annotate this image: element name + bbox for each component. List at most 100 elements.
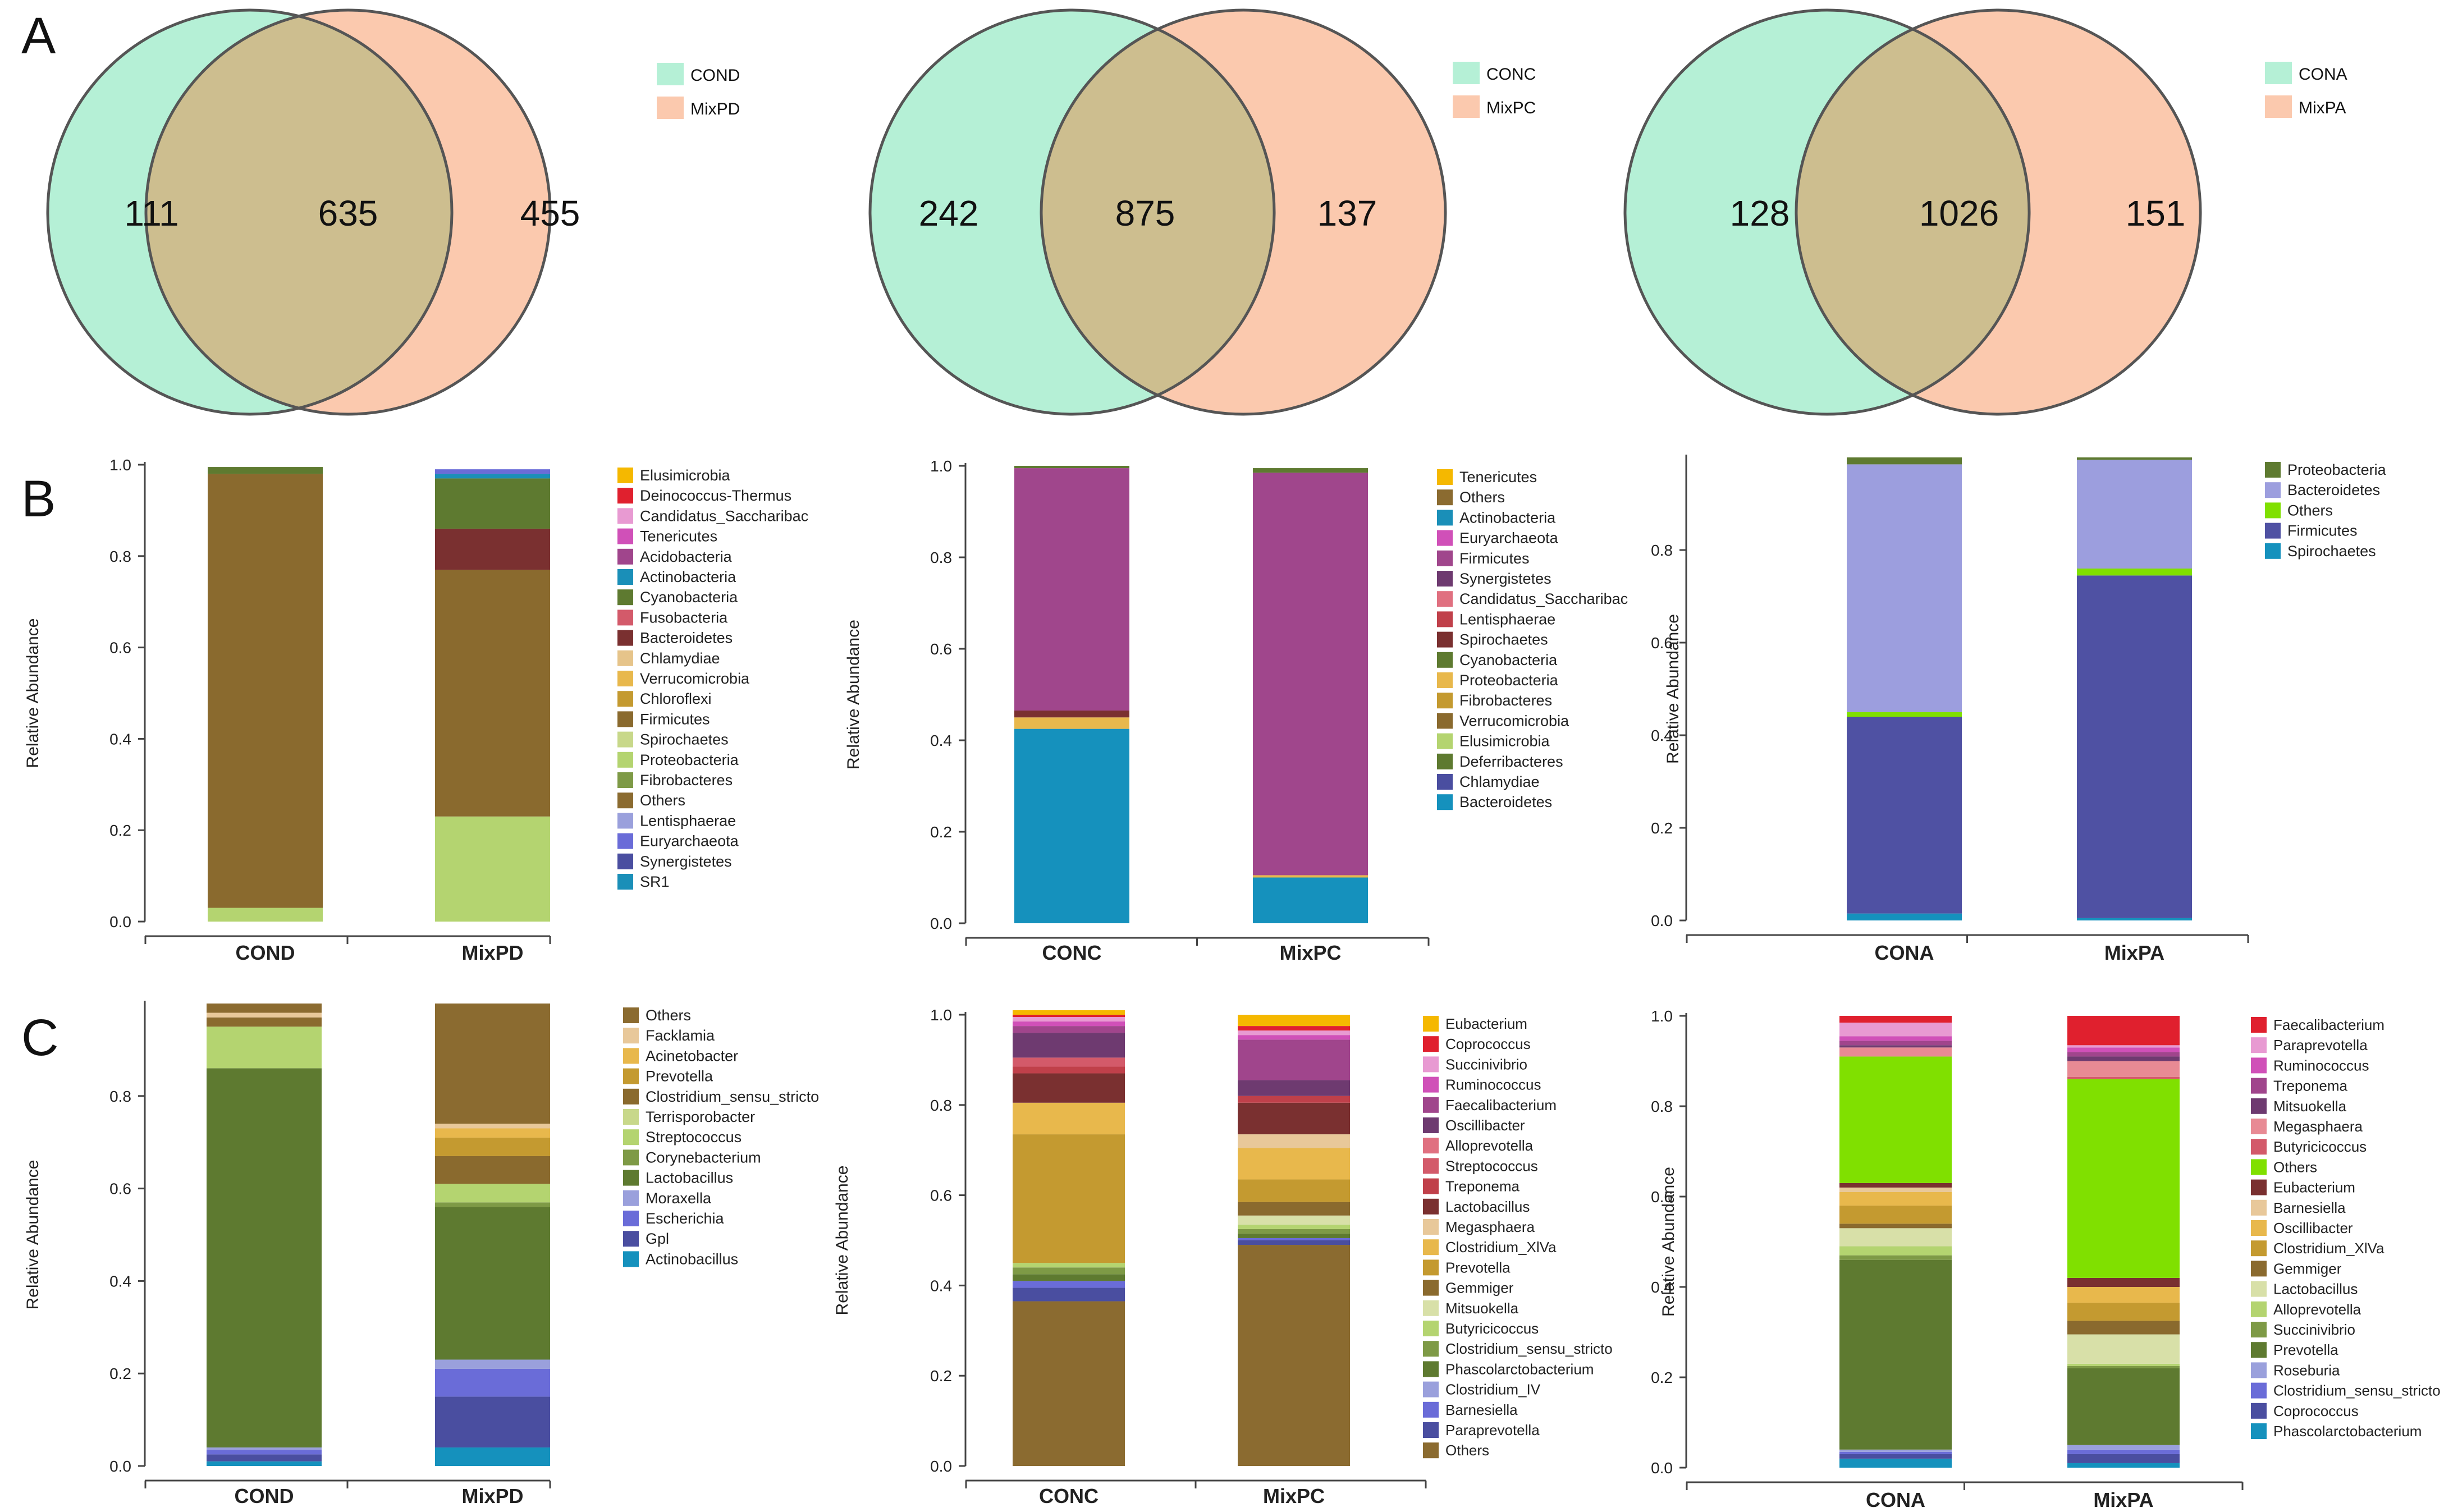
legend-swatch bbox=[2265, 543, 2281, 559]
legend-swatch bbox=[617, 853, 633, 869]
bar-segment-firmicutes bbox=[208, 474, 323, 908]
y-tick-label: 0.6 bbox=[930, 640, 952, 658]
y-axis-title: Relative Abundance bbox=[844, 620, 863, 769]
venn-count-right-only: 455 bbox=[520, 193, 580, 233]
legend-entry: Bacteroidetes bbox=[2287, 482, 2380, 498]
bar-segment-prevotella bbox=[2067, 1368, 2180, 1445]
bar-segment-succinivibrio bbox=[2067, 1366, 2180, 1368]
legend-entry: Lactobacillus bbox=[1445, 1198, 1530, 1215]
legend-entry: Roseburia bbox=[2273, 1362, 2340, 1378]
legend-entry: Firmicutes bbox=[1459, 550, 1530, 567]
legend-swatch bbox=[2251, 1342, 2267, 1358]
legend-entry: Alloprevotella bbox=[2273, 1301, 2361, 1318]
y-tick-label: 0.0 bbox=[109, 1458, 131, 1475]
legend-swatch bbox=[623, 1211, 639, 1226]
legend-swatch bbox=[617, 528, 633, 544]
bar-segment-others bbox=[435, 1004, 550, 1124]
x-category-label: COND bbox=[235, 1484, 294, 1508]
venn-count-overlap: 1026 bbox=[1919, 193, 1999, 233]
legend-entry: Butyricicoccus bbox=[1445, 1320, 1539, 1337]
bar-segment-others bbox=[2067, 1079, 2180, 1278]
bar-segment-oscillibacter bbox=[1013, 1033, 1125, 1058]
legend-swatch bbox=[2251, 1078, 2267, 1094]
legend-swatch bbox=[617, 508, 633, 524]
legend-swatch bbox=[617, 671, 633, 686]
legend-swatch bbox=[623, 1231, 639, 1247]
legend-entry: Lentisphaerae bbox=[1459, 611, 1555, 627]
x-category-label: MixPA bbox=[2093, 1488, 2153, 1511]
legend-swatch bbox=[1437, 713, 1453, 729]
legend-swatch bbox=[2251, 1159, 2267, 1175]
bar-segment-oscillibacter bbox=[2067, 1287, 2180, 1303]
venn-count-right-only: 137 bbox=[1317, 193, 1377, 233]
legend-entry: Cyanobacteria bbox=[1459, 652, 1558, 668]
bar-segment-bacteroidetes bbox=[2077, 460, 2192, 569]
legend-entry: Fusobacteria bbox=[640, 609, 728, 626]
y-tick-label: 0.6 bbox=[1651, 1188, 1673, 1206]
venn-legend-label: MixPC bbox=[1486, 99, 1536, 117]
stacked-bar-c3: 0.0 0.2 0.4 0.6 0.8 1.0 Relative Abundance CONA… bbox=[1651, 1007, 2441, 1511]
bar-segment-clostridium-sensu-stricto bbox=[207, 1017, 322, 1027]
venn-legend-label: MixPA bbox=[2299, 99, 2346, 117]
legend-swatch bbox=[617, 691, 633, 707]
legend-entry: Faecalibacterium bbox=[1445, 1097, 1557, 1114]
bar-segment-corynebacterium bbox=[435, 1202, 550, 1207]
legend-entry: Actinobacillus bbox=[646, 1250, 738, 1267]
y-tick-label: 0.2 bbox=[1651, 1369, 1673, 1386]
y-tick-label: 1.0 bbox=[109, 456, 131, 474]
bar-segment-phascolarctobacterium bbox=[1839, 1458, 1952, 1468]
venn-legend-label: CONA bbox=[2299, 65, 2347, 84]
bar-segment-clostridium-sensu-stricto bbox=[1839, 1451, 1952, 1454]
legend-swatch bbox=[617, 711, 633, 727]
y-tick-label: 0.4 bbox=[930, 732, 952, 749]
legend-entry: Deferribacteres bbox=[1459, 753, 1563, 770]
stacked-bar-c2: 0.0 0.2 0.4 0.6 0.8 1.0 Relative Abundance CONC… bbox=[833, 1006, 1613, 1508]
legend-entry: Succinivibrio bbox=[1445, 1056, 1527, 1073]
legend-entry: Prevotella bbox=[2273, 1341, 2338, 1358]
bar-segment-others bbox=[1013, 1301, 1125, 1466]
bar-segment-alloprevotella bbox=[2067, 1363, 2180, 1366]
y-tick-label: 0.6 bbox=[109, 1180, 131, 1198]
bar-segment-prevotella bbox=[1013, 1134, 1125, 1263]
bar-segment-moraxella bbox=[435, 1359, 550, 1369]
legend-entry: Gemmiger bbox=[2273, 1260, 2342, 1277]
y-tick-label: 0.2 bbox=[930, 823, 952, 841]
bar-segment-actinobacteria bbox=[435, 474, 550, 479]
legend-entry: Eubacterium bbox=[1445, 1015, 1527, 1032]
legend-entry: Spirochaetes bbox=[2287, 543, 2376, 560]
legend-entry: Paraprevotella bbox=[1445, 1422, 1540, 1438]
y-tick-label: 0.0 bbox=[1651, 1459, 1673, 1477]
legend-swatch bbox=[1423, 1422, 1439, 1438]
y-tick-label: 0.0 bbox=[1651, 912, 1673, 929]
bar-segment-bacteroidetes bbox=[1253, 877, 1368, 923]
legend-swatch bbox=[2251, 1220, 2267, 1236]
legend-entry: Mitsuokella bbox=[2273, 1098, 2347, 1115]
legend-swatch bbox=[1437, 530, 1453, 546]
venn-count-left-only: 111 bbox=[124, 193, 179, 233]
legend-swatch bbox=[623, 1170, 639, 1186]
legend-entry: Treponema bbox=[1445, 1178, 1520, 1195]
y-axis-title: Relative Abundance bbox=[1664, 614, 1682, 764]
bar-segment-butyricicoccus bbox=[2067, 1076, 2180, 1079]
bar-segment-bacteroidetes bbox=[1014, 728, 1129, 923]
bar-segment-gemmiger bbox=[2067, 1321, 2180, 1335]
bar-segment-firmicutes bbox=[1847, 717, 1962, 914]
legend-swatch bbox=[2251, 1423, 2267, 1439]
venn-count-overlap: 875 bbox=[1115, 193, 1175, 233]
bar-segment-megasphaera bbox=[2067, 1061, 2180, 1077]
legend-entry: Eubacterium bbox=[2273, 1179, 2355, 1196]
bar-segment-firmicutes bbox=[1014, 468, 1129, 711]
legend-entry: Elusimicrobia bbox=[640, 467, 731, 484]
legend-entry: Paraprevotella bbox=[2273, 1037, 2368, 1053]
bar-segment-facklamia bbox=[207, 1012, 322, 1018]
y-tick-label: 0.2 bbox=[109, 1365, 131, 1382]
legend-entry: Clostridium_sensu_stricto bbox=[2273, 1382, 2441, 1399]
legend-entry: Tenericutes bbox=[640, 528, 717, 545]
bar-segment-bacteroidetes bbox=[1847, 464, 1962, 712]
bar-segment-treponema bbox=[1013, 1066, 1125, 1074]
legend-swatch bbox=[1437, 672, 1453, 688]
legend-entry: Proteobacteria bbox=[1459, 672, 1559, 689]
legend-swatch bbox=[1437, 550, 1453, 566]
legend-entry: Synergistetes bbox=[1459, 570, 1551, 587]
